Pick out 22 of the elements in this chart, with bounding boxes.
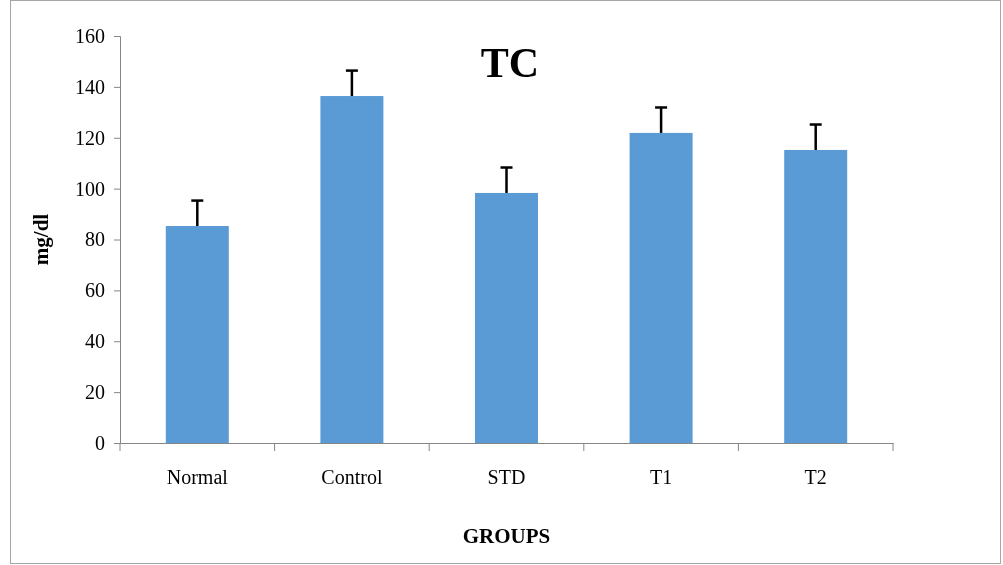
bar xyxy=(320,96,384,443)
y-tick-label: 0 xyxy=(95,431,105,454)
bar xyxy=(784,149,848,443)
x-tick-label: T1 xyxy=(649,466,673,488)
x-tick-label: Normal xyxy=(166,466,229,488)
y-tick-label: 80 xyxy=(85,228,105,251)
bar xyxy=(165,226,229,443)
y-tick-label: 140 xyxy=(75,75,105,98)
x-axis-title: GROUPS xyxy=(462,524,551,548)
y-tick-label: 120 xyxy=(75,126,105,149)
y-axis-title: mg/dl xyxy=(29,213,53,266)
y-tick-label: 160 xyxy=(75,24,105,47)
x-tick-label: T2 xyxy=(804,466,827,488)
y-tick-label: 100 xyxy=(75,177,105,200)
bar xyxy=(475,192,538,443)
x-tick-label: Control xyxy=(321,466,383,488)
chart-title: TC xyxy=(480,40,540,86)
bar xyxy=(629,132,693,443)
y-tick-label: 60 xyxy=(85,279,105,302)
x-tick-label: STD xyxy=(487,466,526,488)
y-tick-label: 20 xyxy=(85,381,105,404)
y-tick-label: 40 xyxy=(85,330,105,353)
